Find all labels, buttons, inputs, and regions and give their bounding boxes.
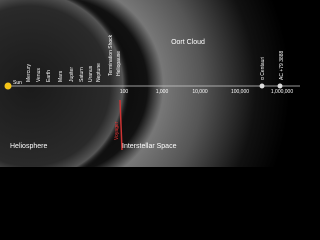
planet-label: Earth [46, 70, 52, 82]
star [259, 83, 265, 89]
region-label: Interstellar Space [122, 143, 177, 150]
boundary-label: Termination Shock [108, 34, 114, 76]
heliosphere [0, 0, 130, 196]
scale-label: 1,000,000 [271, 89, 293, 95]
planet-label: Venus [36, 68, 42, 82]
sun [4, 82, 12, 90]
planet-label: Mercury [26, 63, 32, 82]
scale-label: 1,000 [156, 89, 169, 95]
planet-label: Sun [13, 80, 22, 86]
planet-label: Neptune [96, 63, 102, 82]
star [277, 83, 283, 89]
planet-label: Uranus [88, 65, 94, 82]
scale-label: 100,000 [231, 89, 249, 95]
diagram: Oort Cloud Heliosphere Interstellar Spac… [0, 0, 300, 196]
page: Oort Cloud Heliosphere Interstellar Spac… [0, 0, 300, 196]
scale-label: 100 [120, 89, 129, 95]
region-label: Heliosphere [10, 143, 47, 150]
star-label: AC +79 3888 [279, 50, 285, 80]
planet-label: Mars [58, 70, 64, 82]
star-label: α Centauri [260, 57, 266, 80]
planet-label: Saturn [79, 67, 85, 82]
probe-label: Voyager [114, 121, 120, 140]
boundary-label: Heliopause [116, 51, 122, 76]
scale-label: 10,000 [192, 89, 208, 95]
region-label: Oort Cloud [171, 39, 205, 46]
planet-label: Jupiter [69, 67, 75, 82]
voyager-path [119, 99, 123, 151]
